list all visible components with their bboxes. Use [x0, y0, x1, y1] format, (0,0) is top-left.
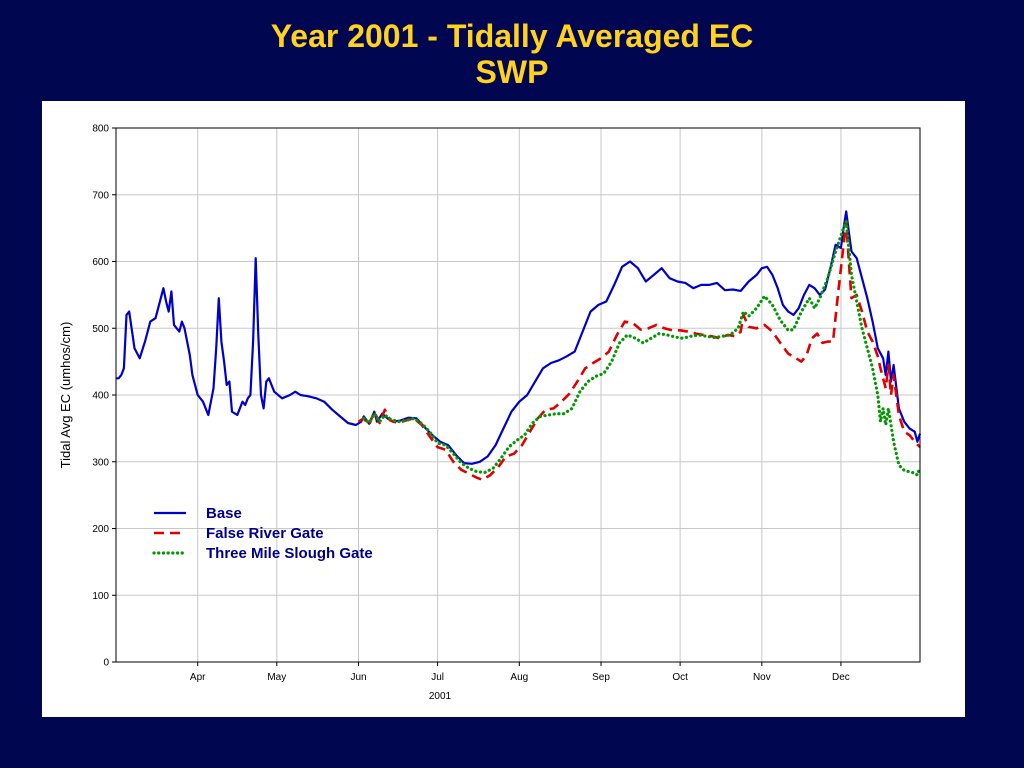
chart-panel: 0 100 200 300 400 500 600 700 800 Apr May Jun Jul Aug… [42, 101, 965, 717]
grid [116, 128, 920, 662]
x-tick-label: Apr [190, 672, 206, 683]
y-tick-label: 300 [92, 457, 109, 468]
y-tick-label: 500 [92, 324, 109, 335]
x-tick-label: Jul [431, 672, 444, 683]
y-tick-label: 100 [92, 591, 109, 602]
slide-title: Year 2001 - Tidally Averaged EC SWP [0, 18, 1024, 90]
ec-line-chart: 0 100 200 300 400 500 600 700 800 Apr May Jun Jul Aug… [58, 124, 922, 702]
legend-label: Base [206, 505, 242, 522]
axes: 0 100 200 300 400 500 600 700 800 Apr May Jun Jul Aug… [92, 124, 850, 684]
x-tick-label: Jun [350, 672, 366, 683]
x-tick-label: Aug [510, 672, 528, 683]
series-line-base [116, 210, 922, 465]
title-line-1: Year 2001 - Tidally Averaged EC [270, 18, 754, 54]
series-lines [116, 210, 922, 482]
y-tick-label: 0 [103, 658, 109, 669]
y-tick-label: 800 [92, 124, 109, 135]
legend-label: Three Mile Slough Gate [206, 545, 373, 562]
y-tick-label: 700 [92, 190, 109, 201]
y-tick-label: 200 [92, 524, 109, 535]
series-line-false-river-gate [357, 220, 921, 482]
y-tick-label: 600 [92, 257, 109, 268]
x-tick-label: Dec [832, 672, 850, 683]
x-axis-label: 2001 [429, 691, 452, 702]
series-line-three-mile-slough-gate [362, 219, 922, 477]
y-axis-label: Tidal Avg EC (umhos/cm) [58, 322, 73, 469]
x-tick-label: Nov [753, 672, 771, 683]
legend: Base False River Gate Three Mile Slough Ga… [152, 505, 373, 562]
x-tick-label: Oct [672, 672, 688, 683]
x-tick-label: May [267, 672, 286, 683]
y-tick-label: 400 [92, 391, 109, 402]
legend-label: False River Gate [206, 525, 324, 542]
x-tick-label: Sep [592, 672, 610, 683]
title-line-2: SWP [475, 54, 549, 90]
